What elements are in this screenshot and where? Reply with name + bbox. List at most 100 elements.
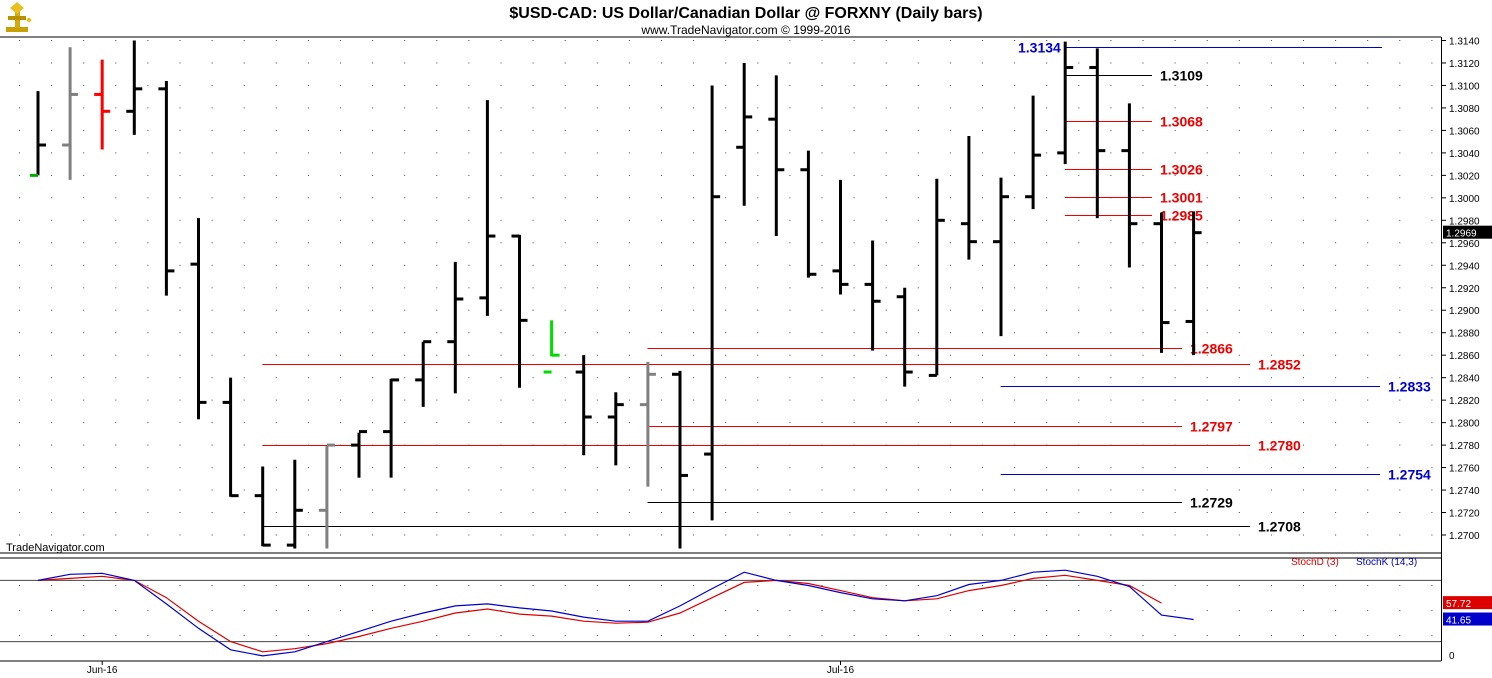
grid-dot [19,512,20,513]
grid-dot [1399,422,1401,424]
grid-dot [1238,332,1240,334]
grid-dot [628,422,630,424]
grid-dot [500,399,502,401]
price-tick-label: 1.2780 [1449,441,1480,452]
grid-dot [949,585,951,586]
grid-dot [83,399,85,401]
grid-dot [404,422,406,424]
grid-dot [1270,242,1272,244]
grid-dot [596,610,598,611]
grid-dot [51,40,53,41]
grid-dot [500,585,502,586]
grid-dot [532,264,534,266]
grid-dot [1078,152,1080,154]
grid-dot [1335,242,1337,244]
grid-dot [147,287,149,289]
grid-dot [275,534,277,536]
grid-dot [821,635,823,636]
trade-navigator-logo [6,2,32,32]
grid-dot [275,40,277,41]
grid-dot [1110,129,1112,131]
grid-dot [1270,467,1272,469]
grid-dot [885,309,887,311]
ohlc-bar [190,218,207,420]
grid-dot [1399,377,1401,379]
grid-dot [1431,635,1433,636]
grid-dot [404,332,406,334]
grid-dot [1270,534,1272,536]
grid-dot [372,40,374,41]
grid-dot [179,40,181,41]
grid-dot [115,85,117,86]
grid-dot [115,107,117,109]
grid-dot [596,242,598,244]
grid-dot [340,534,341,536]
grid-dot [51,129,53,131]
grid-dot [628,467,630,469]
grid-dot [789,264,791,266]
grid-dot [340,152,341,154]
grid-dot [468,512,470,513]
grid-dot [83,332,85,334]
grid-dot [1335,467,1337,469]
grid-dot [1046,174,1048,176]
grid-dot [372,422,374,424]
grid-dot [564,264,566,266]
level-label-1.3109: 1.3109 [1160,68,1203,84]
grid-dot [1142,534,1144,536]
grid-dot [1399,489,1401,491]
grid-dot [693,309,695,311]
grid-dot [661,354,662,356]
grid-dot [307,467,309,469]
grid-dot [147,174,149,176]
grid-dot [982,512,983,513]
grid-dot [628,40,630,41]
grid-dot [757,377,759,379]
watermark-text: TradeNavigator.com [6,542,105,554]
ohlc-bar [960,136,977,260]
grid-dot [275,152,277,154]
grid-dot [1303,399,1304,401]
grid-dot [404,129,406,131]
grid-dot [307,174,309,176]
grid-dot [1206,585,1208,586]
grid-dot [564,489,566,491]
grid-dot [211,489,213,491]
grid-dot [789,197,791,199]
grid-dot [1110,610,1112,611]
grid-dot [1367,444,1369,446]
grid-dot [1335,585,1337,586]
grid-dot [949,197,951,199]
grid-dot [532,197,534,199]
grid-dot [885,585,887,586]
grid-dot [1367,85,1369,86]
grid-dot [1399,62,1401,64]
grid-dot [853,534,855,536]
grid-dot [596,152,598,154]
grid-dot [1110,489,1112,491]
grid-dot [275,512,277,513]
grid-dot [757,40,759,41]
grid-dot [468,264,470,266]
grid-dot [19,287,20,289]
grid-dot [436,62,438,64]
grid-dot [596,129,598,131]
grid-dot [211,610,213,611]
grid-dot [1206,610,1208,611]
grid-dot [500,332,502,334]
grid-dot [1014,197,1016,199]
grid-dot [725,129,727,131]
stoch-line-1 [37,569,1194,657]
grid-dot [500,62,502,64]
grid-dot [1206,354,1208,356]
last-price-box [1443,225,1492,239]
grid-dot [1014,534,1016,536]
grid-dot [500,635,502,636]
grid-dot [19,152,20,154]
grid-dot [982,242,983,244]
grid-dot [179,85,181,86]
grid-dot [885,242,887,244]
grid-dot [243,152,245,154]
grid-dot [436,354,438,356]
grid-dot [917,219,919,221]
